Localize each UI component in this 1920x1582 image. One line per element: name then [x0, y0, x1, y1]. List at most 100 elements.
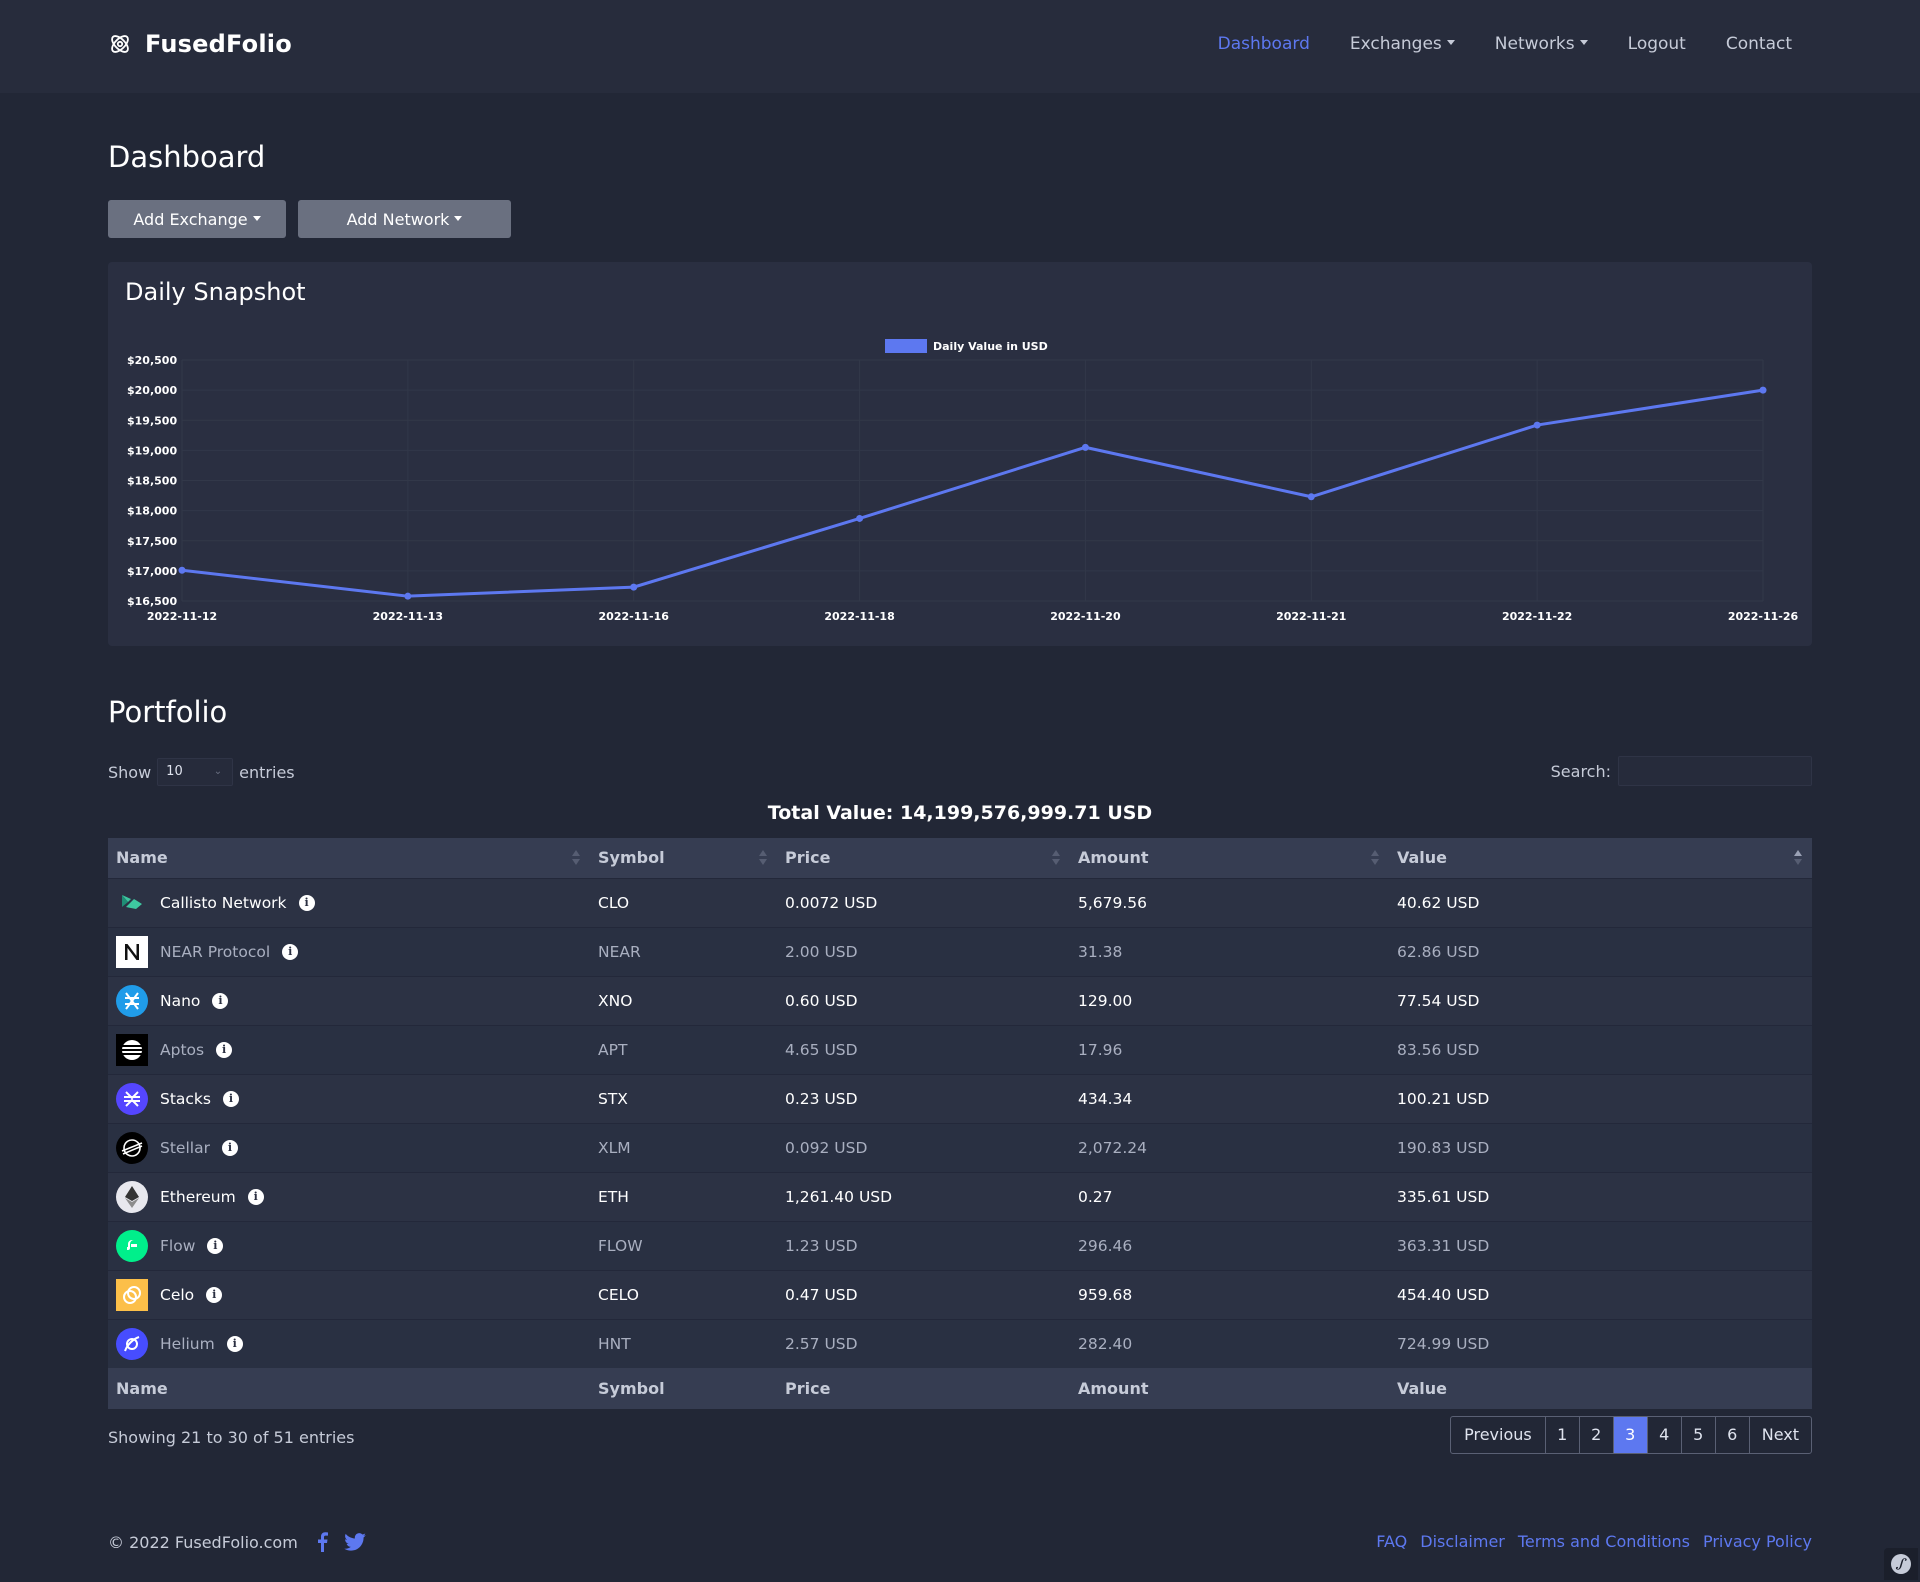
portfolio-table: Name Symbol Price Amount Value Callisto … — [108, 838, 1812, 1409]
facebook-icon[interactable] — [316, 1532, 328, 1552]
aptos-icon — [116, 1033, 148, 1066]
pagination-page-6[interactable]: 6 — [1714, 1417, 1749, 1453]
column-header-symbol[interactable]: Symbol — [590, 838, 777, 878]
copyright-text: © 2022 FusedFolio.com — [108, 1532, 298, 1552]
pagination-page-2[interactable]: 2 — [1578, 1417, 1613, 1453]
info-icon[interactable]: i — [216, 1041, 233, 1058]
search-control: Search: — [1551, 756, 1812, 786]
cell-price: 1.23 USD — [777, 1220, 1070, 1270]
nav-dashboard[interactable]: Dashboard — [1217, 34, 1310, 54]
pagination-page-5[interactable]: 5 — [1680, 1417, 1715, 1453]
caret-down-icon — [1446, 39, 1455, 45]
cell-name: Stacks i — [108, 1073, 590, 1123]
footer-link-disclaimer[interactable]: Disclaimer — [1420, 1532, 1505, 1551]
cell-symbol: NEAR — [590, 926, 777, 976]
nav-exchanges[interactable]: Exchanges — [1350, 34, 1455, 54]
x-tick-label: 2022-11-21 — [1276, 610, 1346, 623]
sort-icon — [759, 850, 767, 866]
pagination-page-3[interactable]: 3 — [1612, 1417, 1647, 1453]
cell-symbol: STX — [590, 1073, 777, 1123]
coin-name: Stacks — [160, 1089, 211, 1108]
coin-name: Flow — [160, 1236, 196, 1255]
pagination-next[interactable]: Next — [1748, 1417, 1811, 1453]
cell-amount: 5,679.56 — [1070, 877, 1389, 927]
add-exchange-button[interactable]: Add Exchange — [108, 200, 286, 238]
data-point — [856, 514, 864, 522]
table-footer-row: Name Symbol Price Amount Value — [108, 1368, 1812, 1409]
near-icon — [116, 935, 148, 968]
info-icon[interactable]: i — [206, 1286, 223, 1303]
symfony-toolbar-badge[interactable] — [1884, 1548, 1918, 1580]
page-length-control: Show 10 ⌄ entries — [108, 758, 295, 786]
brand-name: FusedFolio — [145, 30, 292, 58]
cell-name: Callisto Network i — [108, 877, 590, 927]
cell-value: 83.56 USD — [1389, 1024, 1812, 1074]
cell-price: 0.47 USD — [777, 1269, 1070, 1319]
cell-symbol: ETH — [590, 1171, 777, 1221]
cell-value: 100.21 USD — [1389, 1073, 1812, 1123]
cell-amount: 282.40 — [1070, 1318, 1389, 1368]
nav-networks[interactable]: Networks — [1495, 34, 1588, 54]
info-icon[interactable]: i — [226, 1335, 243, 1352]
cell-amount: 0.27 — [1070, 1171, 1389, 1221]
coin-name: Ethereum — [160, 1187, 236, 1206]
search-input[interactable] — [1618, 756, 1812, 786]
cell-price: 1,261.40 USD — [777, 1171, 1070, 1221]
pagination-previous[interactable]: Previous — [1464, 1425, 1532, 1444]
column-header-name[interactable]: Name — [108, 838, 590, 878]
pagination-page-1[interactable]: 1 — [1544, 1417, 1579, 1453]
nav-contact[interactable]: Contact — [1725, 34, 1792, 54]
cell-symbol: APT — [590, 1024, 777, 1074]
brand[interactable]: FusedFolio — [108, 30, 292, 58]
chevron-down-icon: ⌄ — [213, 766, 223, 777]
brand-logo-icon — [111, 35, 129, 53]
stellar-icon — [116, 1131, 148, 1164]
cell-amount: 129.00 — [1070, 975, 1389, 1025]
cell-price: 0.60 USD — [777, 975, 1070, 1025]
info-icon[interactable]: i — [221, 1139, 238, 1156]
cell-amount: 17.96 — [1070, 1024, 1389, 1074]
y-tick-label: $17,000 — [127, 565, 177, 578]
x-tick-label: 2022-11-12 — [147, 610, 217, 623]
footer-link-faq[interactable]: FAQ — [1376, 1532, 1408, 1551]
cell-amount: 2,072.24 — [1070, 1122, 1389, 1172]
helium-icon — [116, 1327, 148, 1360]
coin-name: Stellar — [160, 1138, 210, 1157]
footer-header-amount: Amount — [1070, 1368, 1389, 1409]
daily-value-chart[interactable]: $20,500 $20,000 $19,500 $19,000 $18,500 $18,0… — [108, 262, 1812, 646]
info-icon[interactable]: i — [247, 1188, 264, 1205]
cell-value: 190.83 USD — [1389, 1122, 1812, 1172]
daily-snapshot-title: Daily Snapshot — [125, 278, 306, 306]
info-icon[interactable]: i — [212, 992, 229, 1009]
caret-down-icon — [252, 215, 261, 221]
cell-amount: 296.46 — [1070, 1220, 1389, 1270]
info-icon[interactable]: i — [207, 1237, 224, 1254]
footer-link-privacy[interactable]: Privacy Policy — [1702, 1532, 1812, 1551]
table-header-row: Name Symbol Price Amount Value — [108, 838, 1812, 878]
y-tick-label: $18,000 — [127, 505, 177, 518]
nav-logout[interactable]: Logout — [1627, 34, 1686, 54]
add-network-button[interactable]: Add Network — [298, 200, 511, 238]
page-length-select[interactable]: 10 ⌄ — [157, 758, 234, 786]
data-point — [630, 583, 638, 591]
table-row: Callisto Network i CLO 0.0072 USD 5,679.56 40… — [108, 877, 1812, 927]
info-icon[interactable]: i — [223, 1090, 239, 1107]
table-row: Celo i CELO 0.47 USD 959.68 454.40 USD — [108, 1269, 1812, 1319]
cell-price: 0.092 USD — [777, 1122, 1070, 1172]
column-header-price[interactable]: Price — [777, 838, 1070, 878]
caret-down-icon — [454, 215, 463, 221]
footer-header-price: Price — [777, 1368, 1070, 1409]
data-point — [1081, 443, 1089, 451]
column-header-amount[interactable]: Amount — [1070, 838, 1389, 878]
series-line-daily-value — [181, 388, 1764, 598]
info-icon[interactable]: i — [282, 943, 299, 960]
column-header-value[interactable]: Value — [1389, 838, 1812, 878]
data-point — [1759, 386, 1767, 394]
celo-icon — [116, 1278, 148, 1311]
footer-link-terms[interactable]: Terms and Conditions — [1517, 1532, 1690, 1551]
flow-icon — [116, 1229, 148, 1262]
twitter-icon[interactable] — [343, 1533, 366, 1551]
info-icon[interactable]: i — [298, 894, 315, 911]
pagination-page-4[interactable]: 4 — [1646, 1417, 1681, 1453]
y-tick-label: $19,000 — [127, 444, 177, 457]
